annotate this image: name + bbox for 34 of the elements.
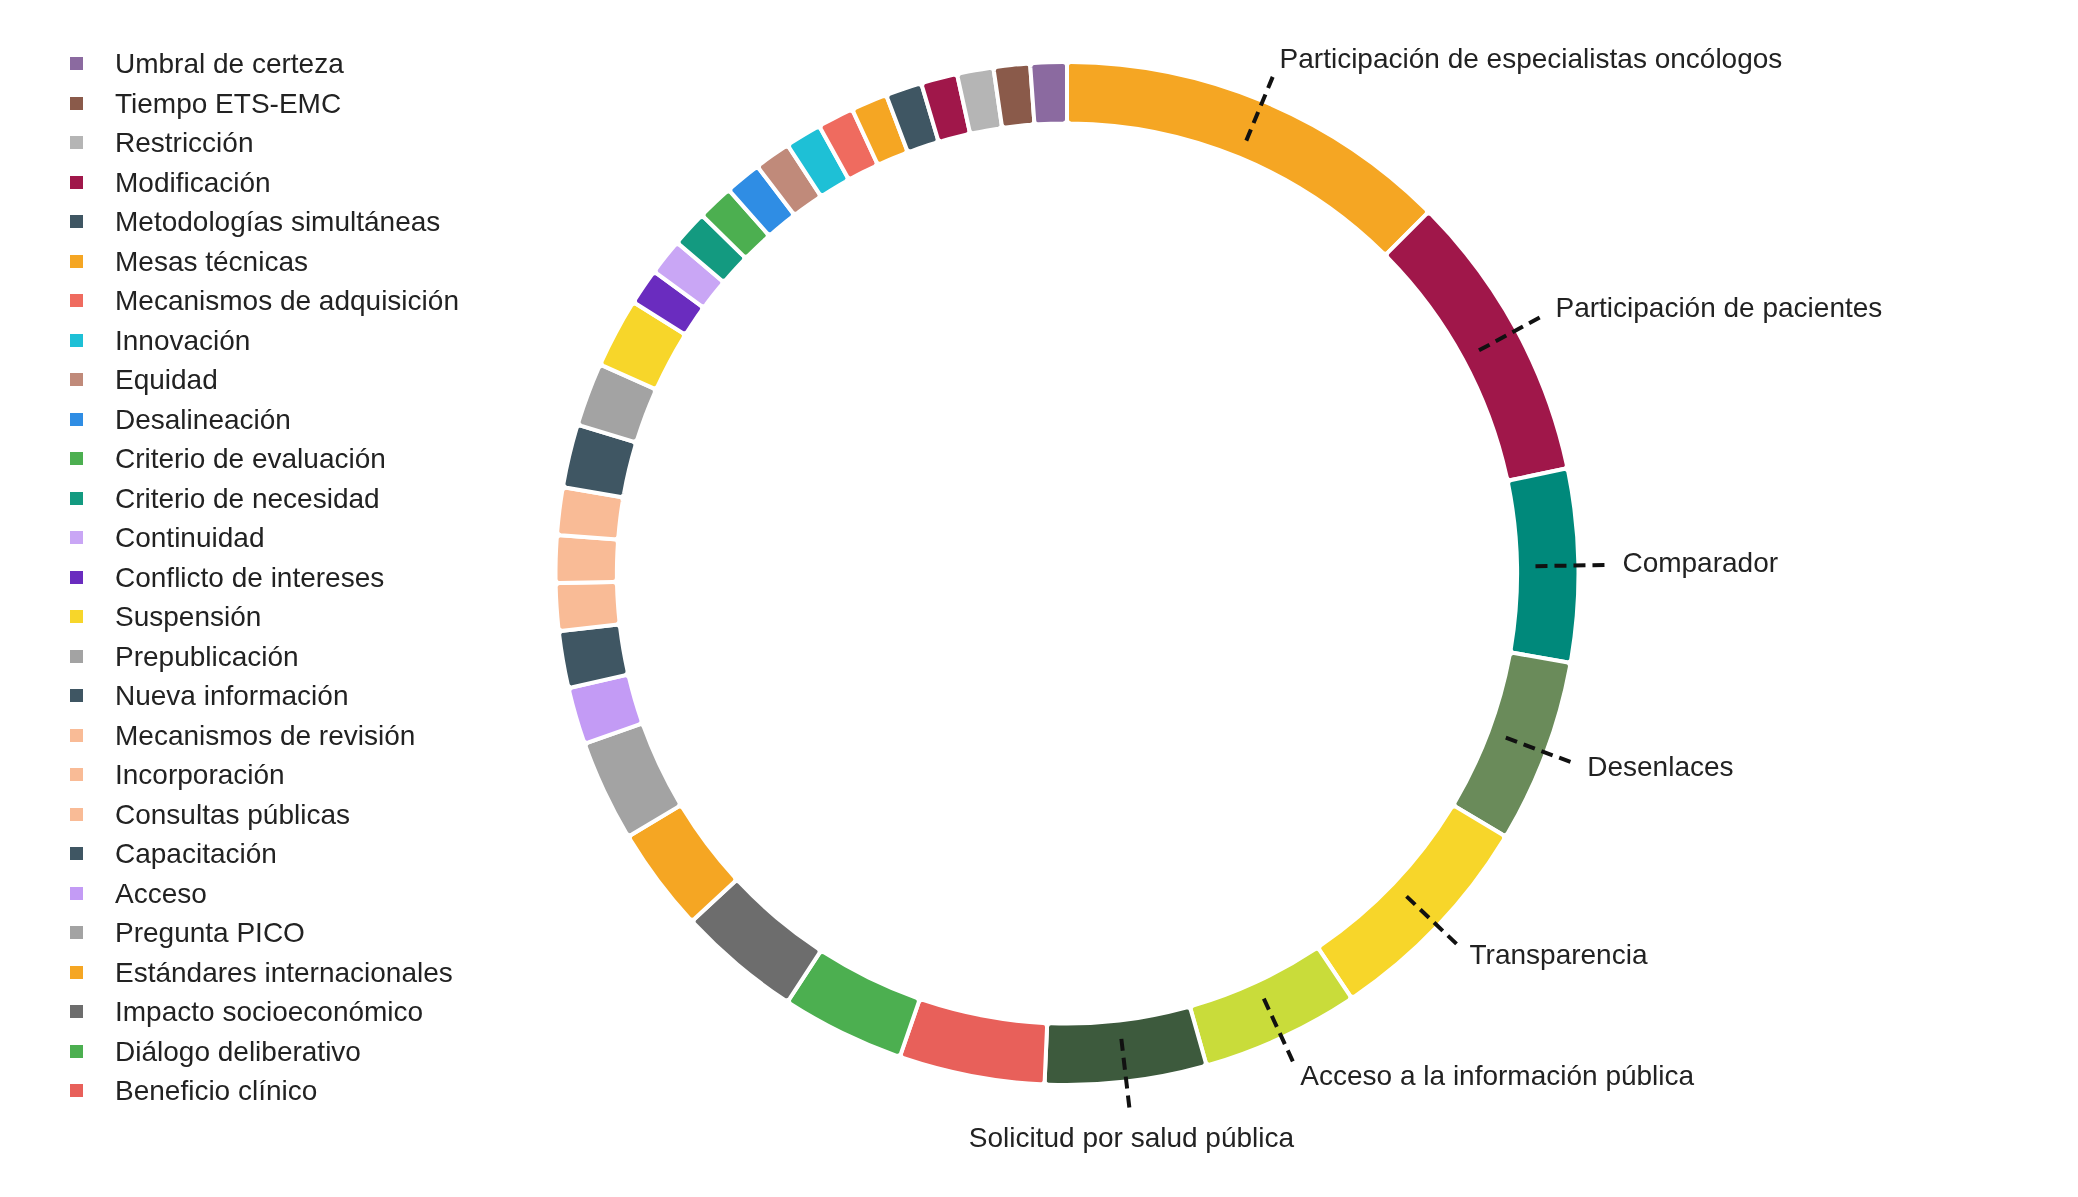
- legend-label: Umbral de certeza: [115, 47, 344, 81]
- legend-label: Equidad: [115, 363, 218, 397]
- slice-label: Desenlaces: [1587, 750, 1734, 782]
- legend-label: Criterio de evaluación: [115, 442, 386, 476]
- legend-label: Suspensión: [115, 600, 262, 634]
- legend-label: Mecanismos de adquisición: [115, 284, 459, 318]
- legend-label: Modificación: [115, 165, 271, 200]
- legend-label: Mesas técnicas: [115, 244, 308, 279]
- legend-label: Conflicto de intereses: [115, 560, 385, 595]
- slice-label: Transparencia: [1469, 939, 1648, 971]
- slice-label: Participación de especialistas oncólogos: [1279, 43, 1783, 74]
- legend-label: Criterio de necesidad: [115, 481, 380, 516]
- legend-label: Capacitación: [115, 837, 277, 871]
- legend-label: Restricción: [115, 126, 254, 160]
- legend-label: Desalineación: [115, 402, 291, 437]
- slice-label: Solicitud por salud pública: [968, 1121, 1295, 1153]
- legend-label: Nueva información: [115, 679, 349, 713]
- slice-label: Comparador: [1622, 547, 1779, 579]
- slice-label: Participación de pacientes: [1555, 291, 1883, 323]
- slice-label: Acceso a la información pública: [1300, 1060, 1695, 1092]
- legend-label: Estándares internacionales: [115, 955, 453, 990]
- legend-label: Consultas públicas: [115, 797, 351, 832]
- legend-label: Tiempo ETS-EMC: [115, 86, 342, 121]
- legend-label: Metodologías simultáneas: [115, 205, 441, 239]
- legend-label: Continuidad: [115, 521, 265, 555]
- legend-label: Mecanismos de revisión: [115, 718, 416, 753]
- legend-label: Impacto socioeconómico: [115, 995, 424, 1029]
- legend-label: Innovación: [115, 323, 251, 358]
- legend-label: Acceso: [115, 876, 207, 911]
- legend-label: Prepublicación: [115, 639, 299, 674]
- legend-label: Incorporación: [115, 758, 285, 792]
- legend-label: Diálogo deliberativo: [115, 1034, 361, 1069]
- legend-label: Beneficio clínico: [115, 1074, 318, 1108]
- legend-label: Pregunta PICO: [115, 916, 305, 950]
